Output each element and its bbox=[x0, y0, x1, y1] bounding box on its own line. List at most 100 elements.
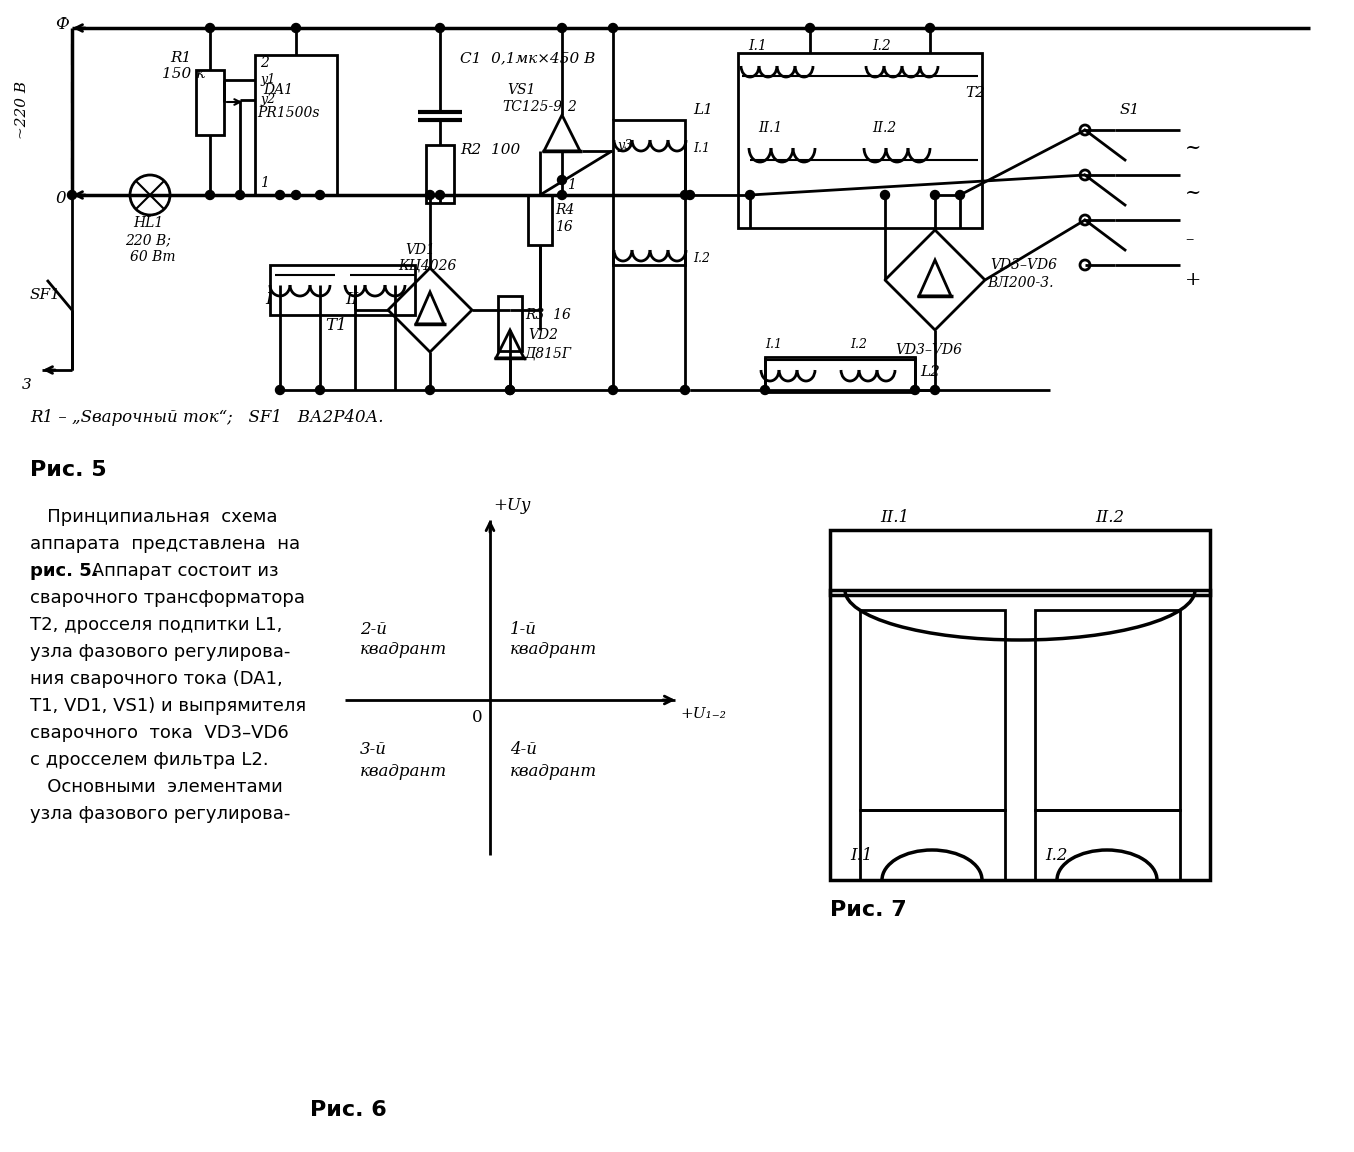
Text: T1, VD1, VS1) и выпрямителя: T1, VD1, VS1) и выпрямителя bbox=[30, 697, 306, 715]
Circle shape bbox=[681, 190, 689, 199]
Bar bbox=[528, 195, 552, 245]
Text: R4: R4 bbox=[555, 203, 574, 217]
Circle shape bbox=[436, 23, 444, 32]
Text: узла фазового регулирова-: узла фазового регулирова- bbox=[30, 805, 290, 823]
Text: II.1: II.1 bbox=[880, 509, 909, 526]
Text: II.2: II.2 bbox=[1095, 509, 1124, 526]
Text: VS1: VS1 bbox=[506, 83, 535, 97]
Circle shape bbox=[558, 175, 566, 184]
Text: 2: 2 bbox=[260, 56, 269, 70]
Text: I.1: I.1 bbox=[693, 142, 709, 154]
Text: +Uy: +Uy bbox=[493, 497, 531, 514]
Circle shape bbox=[926, 23, 934, 32]
Circle shape bbox=[436, 190, 444, 199]
Bar bbox=[860, 810, 1005, 880]
Circle shape bbox=[236, 190, 245, 199]
Text: Рис. 7: Рис. 7 bbox=[830, 900, 907, 920]
Circle shape bbox=[558, 23, 566, 32]
Bar bbox=[1034, 611, 1179, 810]
Text: 150 к: 150 к bbox=[162, 67, 206, 81]
Text: HL1: HL1 bbox=[133, 217, 164, 230]
Bar bbox=[830, 530, 1210, 594]
Circle shape bbox=[291, 23, 301, 32]
Circle shape bbox=[206, 190, 214, 199]
Circle shape bbox=[806, 23, 815, 32]
Text: ния сварочного тока (DA1,: ния сварочного тока (DA1, bbox=[30, 670, 283, 688]
Text: Рис. 6: Рис. 6 bbox=[310, 1100, 387, 1120]
Text: VD3–VD6: VD3–VD6 bbox=[895, 343, 961, 357]
Circle shape bbox=[910, 386, 919, 394]
Text: квадрант: квадрант bbox=[510, 642, 597, 659]
Text: 16: 16 bbox=[555, 220, 573, 234]
Circle shape bbox=[68, 190, 76, 199]
Circle shape bbox=[558, 190, 566, 199]
Text: T2: T2 bbox=[965, 86, 984, 100]
Circle shape bbox=[275, 190, 284, 199]
Text: Рис. 5: Рис. 5 bbox=[30, 460, 107, 480]
Circle shape bbox=[930, 190, 940, 199]
Circle shape bbox=[608, 23, 617, 32]
Circle shape bbox=[608, 386, 617, 394]
Circle shape bbox=[681, 386, 689, 394]
Circle shape bbox=[930, 386, 940, 394]
Text: 3-й: 3-й bbox=[360, 742, 387, 758]
Text: с дросселем фильтра L2.: с дросселем фильтра L2. bbox=[30, 751, 268, 770]
Circle shape bbox=[425, 190, 435, 199]
Bar bbox=[738, 53, 982, 228]
Circle shape bbox=[505, 386, 515, 394]
Text: –: – bbox=[1185, 232, 1193, 249]
Text: сварочного  тока  VD3–VD6: сварочного тока VD3–VD6 bbox=[30, 723, 288, 742]
Text: 1-й: 1-й bbox=[510, 621, 538, 638]
Text: I.1: I.1 bbox=[765, 338, 783, 350]
Bar bbox=[269, 265, 414, 314]
Text: S1: S1 bbox=[1120, 103, 1140, 118]
Text: I.1: I.1 bbox=[747, 39, 766, 53]
Text: КЦ4026: КЦ4026 bbox=[398, 259, 456, 273]
Text: квадрант: квадрант bbox=[360, 642, 447, 659]
Text: ~: ~ bbox=[1185, 139, 1201, 157]
Circle shape bbox=[206, 23, 214, 32]
Circle shape bbox=[315, 386, 325, 394]
Text: 3: 3 bbox=[22, 378, 31, 392]
Text: L2: L2 bbox=[919, 365, 940, 379]
Text: C1  0,1мк×450 В: C1 0,1мк×450 В bbox=[460, 51, 596, 65]
Text: R1: R1 bbox=[171, 51, 191, 65]
Circle shape bbox=[685, 190, 695, 199]
Text: VD2: VD2 bbox=[528, 328, 558, 342]
Circle shape bbox=[880, 190, 890, 199]
Text: II.1: II.1 bbox=[758, 121, 783, 135]
Text: R1 – „Sварочный ток“;   SF1   ВА2Р40А.: R1 – „Sварочный ток“; SF1 ВА2Р40А. bbox=[30, 409, 383, 426]
Bar bbox=[830, 590, 1210, 880]
Text: рис. 5.: рис. 5. bbox=[30, 562, 99, 579]
Bar bbox=[196, 70, 223, 135]
Text: DA1: DA1 bbox=[263, 83, 292, 97]
Circle shape bbox=[761, 386, 769, 394]
Text: квадрант: квадрант bbox=[360, 764, 447, 781]
Text: 1: 1 bbox=[260, 176, 269, 190]
Bar bbox=[860, 611, 1005, 810]
Bar bbox=[765, 357, 915, 392]
Circle shape bbox=[505, 386, 515, 394]
Text: ~: ~ bbox=[1185, 184, 1201, 202]
Text: узла фазового регулирова-: узла фазового регулирова- bbox=[30, 643, 290, 661]
Text: I.2: I.2 bbox=[872, 39, 891, 53]
Text: ТС125-9: ТС125-9 bbox=[502, 100, 562, 114]
Bar bbox=[613, 120, 685, 265]
Text: Ф: Ф bbox=[56, 16, 69, 33]
Text: I.2: I.2 bbox=[1045, 847, 1067, 864]
Text: L1: L1 bbox=[693, 103, 712, 118]
Text: ВЛ200-3.: ВЛ200-3. bbox=[987, 276, 1053, 290]
Text: +: + bbox=[1185, 271, 1201, 289]
Text: квадрант: квадрант bbox=[510, 764, 597, 781]
Text: у2: у2 bbox=[260, 93, 275, 106]
Text: II: II bbox=[345, 291, 359, 309]
Text: 2: 2 bbox=[567, 100, 575, 114]
Text: +U₁₋₂: +U₁₋₂ bbox=[680, 707, 726, 721]
Text: ~220 В: ~220 В bbox=[15, 81, 28, 139]
Text: I.1: I.1 bbox=[850, 847, 872, 864]
Text: Принципиальная  схема: Принципиальная схема bbox=[30, 508, 278, 526]
Text: I.2: I.2 bbox=[693, 251, 709, 265]
Bar bbox=[860, 611, 1005, 810]
Text: 4-й: 4-й bbox=[510, 742, 538, 758]
Bar bbox=[1034, 611, 1179, 810]
